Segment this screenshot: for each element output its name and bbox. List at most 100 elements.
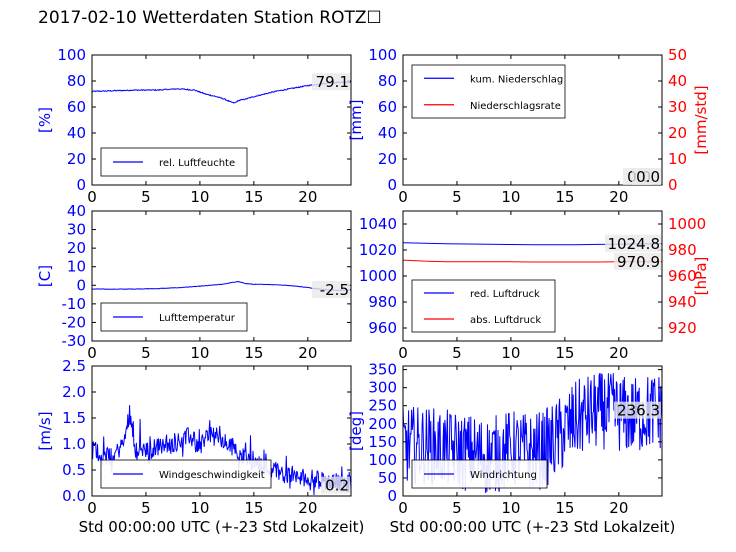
legend-label: kum. Niederschlag	[470, 74, 563, 85]
y-tick-label: 1.0	[62, 435, 86, 453]
value-annotation: 970.9	[617, 253, 660, 271]
series-line-p3-0	[92, 280, 351, 291]
legend-label: red. Luftdruck	[470, 289, 540, 300]
y-tick-label: 20	[378, 150, 397, 168]
value-annotation: 236.3	[617, 402, 660, 420]
plot-frame	[91, 54, 352, 186]
x-tick-label: 5	[452, 344, 462, 362]
plot-frame	[402, 54, 663, 186]
y-tick-label: 20	[67, 239, 86, 257]
y-tick-label: 10	[67, 258, 86, 276]
y-tick-label: 0.5	[62, 461, 86, 479]
x-tick-label: 20	[298, 344, 317, 362]
value-annotation: 79.1	[316, 73, 349, 91]
legend-label: Lufttemperatur	[159, 313, 236, 324]
x-tick-label: 10	[501, 188, 520, 206]
y-tick-label: 2.5	[62, 357, 86, 375]
y2-axis-label: [mm/std]	[692, 85, 710, 154]
legend-label: Windgeschwindigkeit	[159, 470, 265, 481]
value-annotation: 0.0	[636, 168, 660, 186]
annotation-box	[312, 73, 350, 91]
chart-p2: 0 20 40 60 80 100 0 10 20 30 40 50 0 5 10 15 20 [mm] [mm/s…	[347, 46, 710, 206]
y2-tick-label: 940	[668, 293, 697, 311]
value-annotation: 1024.8	[608, 235, 661, 253]
x-tick-label: 10	[190, 344, 209, 362]
x-tick-label: 10	[501, 344, 520, 362]
y-axis-label: [m/s]	[36, 411, 54, 450]
y-tick-label: 0.0	[62, 487, 86, 505]
x-axis-label: Std 00:00:00 UTC (+-23 Std Lokalzeit)	[390, 518, 676, 536]
y2-tick-label: 1000	[668, 215, 706, 233]
y-tick-label: 980	[368, 293, 397, 311]
y-axis-label: [C]	[36, 265, 54, 287]
y-tick-label: 350	[368, 361, 397, 379]
legend-label: Niederschlagsrate	[470, 101, 561, 112]
y-tick-label: 0	[76, 176, 86, 194]
x-tick-label: 5	[452, 188, 462, 206]
x-tick-label: 15	[555, 188, 574, 206]
annotation-box	[632, 168, 661, 185]
x-tick-label: 15	[555, 499, 574, 517]
y-tick-label: 1020	[359, 241, 397, 259]
y2-tick-label: 980	[668, 241, 697, 259]
x-tick-label: 0	[398, 188, 408, 206]
y-tick-label: 200	[368, 415, 397, 433]
x-tick-label: 10	[190, 499, 209, 517]
x-tick-label: 15	[555, 344, 574, 362]
y2-tick-label: 20	[668, 124, 687, 142]
y2-tick-label: 0	[668, 176, 678, 194]
chart-p1: 0 20 40 60 80 100 0 5 10 15 20 [%] 79.1 rel. Luftfeuc…	[36, 46, 352, 206]
x-tick-label: 5	[141, 344, 151, 362]
y-tick-label: 2.0	[62, 383, 86, 401]
annotation-box	[605, 234, 661, 252]
x-tick-label: 15	[244, 344, 263, 362]
y2-axis-label: [hPa]	[692, 257, 710, 296]
x-tick-label: 5	[141, 499, 151, 517]
x-tick-label: 0	[87, 499, 97, 517]
y-tick-label: 40	[67, 124, 86, 142]
y-tick-label: 100	[368, 46, 397, 64]
legend-label: abs. Luftdruck	[470, 315, 541, 326]
chart-p4: 960 980 1000 1020 1040 920 940 960 980 1000 0 5 10 15…	[359, 210, 710, 362]
annotation-box	[614, 252, 661, 270]
y-tick-label: 1000	[359, 267, 397, 285]
x-tick-label: 0	[87, 344, 97, 362]
y-tick-label: 0	[387, 487, 397, 505]
x-tick-label: 20	[609, 188, 628, 206]
x-tick-label: 5	[141, 188, 151, 206]
y-tick-label: 80	[67, 72, 86, 90]
x-tick-label: 10	[501, 499, 520, 517]
y-tick-label: 50	[378, 469, 397, 487]
y-tick-label: -10	[62, 295, 87, 313]
legend-box	[411, 64, 566, 119]
y2-tick-label: 960	[668, 267, 697, 285]
y-tick-label: 1.5	[62, 409, 86, 427]
x-tick-label: 0	[398, 499, 408, 517]
y2-tick-label: 50	[668, 46, 687, 64]
annotation-box	[321, 476, 350, 494]
legend-box	[411, 279, 556, 333]
chart-p5: 0.0 0.5 1.0 1.5 2.0 2.5 0 5 10 15 20 [m/s] Std 00:00…	[36, 357, 364, 536]
plot-frame	[402, 365, 663, 497]
x-tick-label: 0	[87, 188, 97, 206]
x-tick-label: 15	[244, 499, 263, 517]
y-tick-label: 100	[57, 46, 86, 64]
y2-tick-label: 10	[668, 150, 687, 168]
y-axis-label: [%]	[36, 107, 54, 133]
y-tick-label: 40	[378, 124, 397, 142]
y-tick-label: 0	[387, 176, 397, 194]
y-tick-label: 1040	[359, 215, 397, 233]
x-tick-label: 20	[609, 344, 628, 362]
y-tick-label: 40	[67, 202, 86, 220]
y-tick-label: 150	[368, 433, 397, 451]
y-axis-label: [deg]	[347, 411, 365, 451]
x-tick-label: 20	[609, 499, 628, 517]
y-tick-label: 960	[368, 319, 397, 337]
y-tick-label: 30	[67, 221, 86, 239]
y-tick-label: 60	[67, 98, 86, 116]
y-tick-label: 60	[378, 98, 397, 116]
y-tick-label: 0	[76, 276, 86, 294]
